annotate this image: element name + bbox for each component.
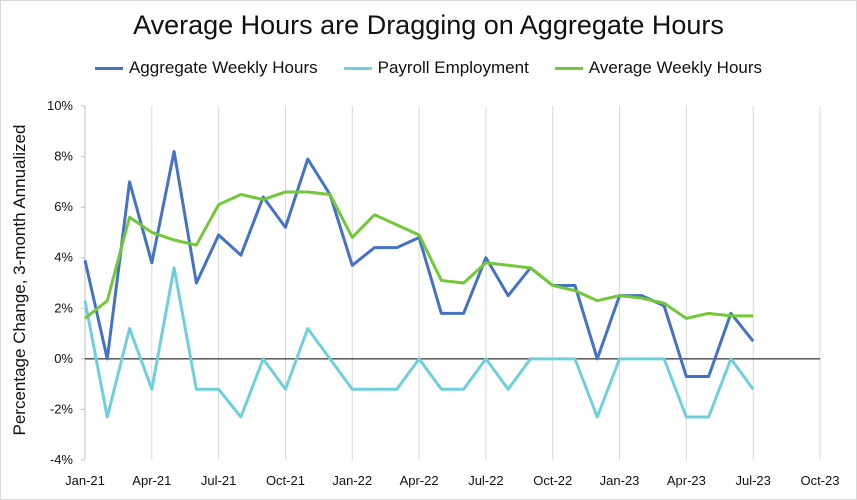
legend-label-payroll-employment: Payroll Employment	[377, 58, 529, 77]
y-tick-label: 8%	[54, 149, 73, 164]
y-tick-label: 10%	[47, 98, 73, 113]
legend-label-average-weekly-hours: Average Weekly Hours	[588, 58, 763, 77]
series-line-payroll-employment	[83, 266, 755, 419]
x-tick-label: Oct-22	[533, 473, 572, 488]
y-tick-label: -4%	[50, 452, 74, 467]
x-tick-label: Apr-21	[132, 473, 171, 488]
legend-swatch-payroll-employment	[343, 66, 372, 70]
x-tick-label: Apr-22	[400, 473, 439, 488]
legend-swatch-average-weekly-hours	[554, 66, 583, 70]
y-tick-label: 2%	[54, 300, 73, 315]
legend-item-average-weekly-hours: Average Weekly Hours	[554, 58, 763, 78]
x-tick-label: Oct-23	[800, 473, 839, 488]
legend: Aggregate Weekly Hours Payroll Employmen…	[0, 58, 857, 78]
x-tick-label: Jul-22	[468, 473, 503, 488]
legend-label-aggregate-weekly-hours: Aggregate Weekly Hours	[128, 58, 318, 77]
y-tick-label: -2%	[50, 401, 74, 416]
legend-swatch-aggregate-weekly-hours	[94, 66, 123, 70]
x-tick-label: Oct-21	[266, 473, 305, 488]
x-tick-label: Jan-22	[332, 473, 372, 488]
x-tick-label: Jul-21	[201, 473, 236, 488]
x-tick-label: Jan-21	[65, 473, 105, 488]
x-tick-label: Jul-23	[735, 473, 770, 488]
legend-item-payroll-employment: Payroll Employment	[343, 58, 529, 78]
x-tick-label: Apr-23	[667, 473, 706, 488]
x-tick-label: Jan-23	[600, 473, 640, 488]
chart-title: Average Hours are Dragging on Aggregate …	[133, 10, 724, 40]
y-tick-label: 4%	[54, 250, 73, 265]
y-tick-label: 6%	[54, 199, 73, 214]
y-tick-label: 0%	[54, 351, 73, 366]
series-line-average-weekly-hours	[84, 190, 754, 320]
legend-item-aggregate-weekly-hours: Aggregate Weekly Hours	[94, 58, 318, 78]
